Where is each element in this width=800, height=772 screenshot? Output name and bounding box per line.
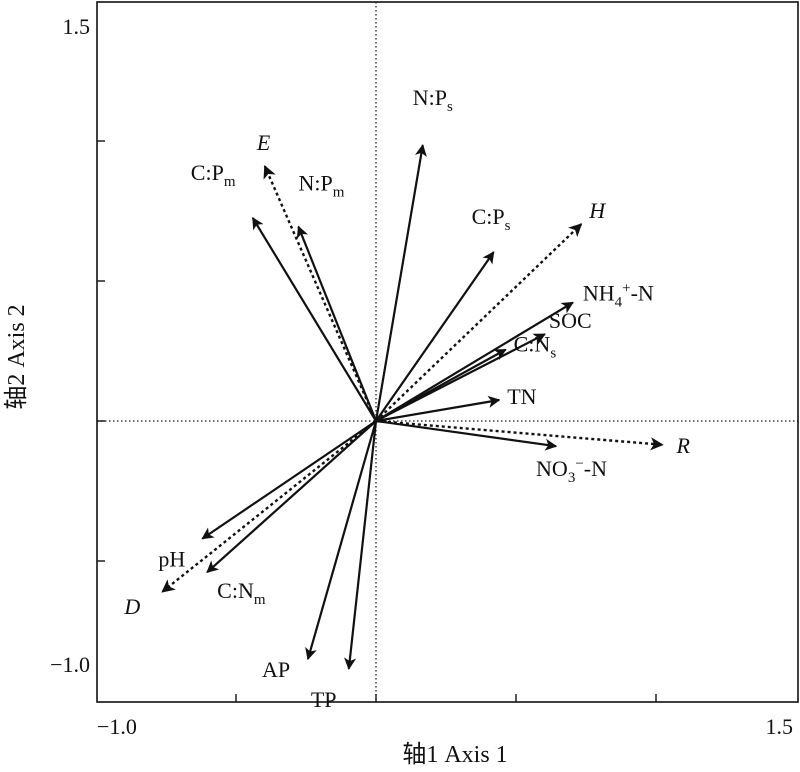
x-tick-label: 1.5 bbox=[766, 714, 794, 739]
label-ph: pH bbox=[158, 547, 185, 572]
label-cns: C:Ns bbox=[514, 332, 557, 362]
x-tick-label: −1.0 bbox=[97, 714, 137, 739]
label-cpm: C:Pm bbox=[191, 160, 236, 190]
arrow-nps bbox=[374, 144, 427, 422]
y-axis-label: 轴2 Axis 2 bbox=[3, 304, 30, 409]
label-cnm: C:Nm bbox=[217, 578, 266, 608]
zero-lines bbox=[97, 2, 798, 702]
arrow-e bbox=[263, 164, 378, 422]
arrow-ph bbox=[201, 420, 377, 540]
label-h: H bbox=[588, 198, 606, 223]
arrow-cnm bbox=[206, 420, 377, 574]
arrow-tp bbox=[344, 420, 378, 671]
arrow-nh4 bbox=[375, 301, 574, 422]
y-tick-label: 1.5 bbox=[63, 14, 91, 39]
label-e: E bbox=[256, 130, 271, 155]
arrow-no3 bbox=[375, 419, 558, 451]
arrow-cpm bbox=[251, 216, 377, 422]
label-no3: NO3−-N bbox=[536, 456, 607, 486]
arrow-d bbox=[161, 420, 377, 593]
axis-ticks: −1.0 1.5 1.5 −1.0 bbox=[50, 14, 793, 739]
plot-frame bbox=[96, 1, 799, 703]
arrow-npm bbox=[296, 225, 378, 422]
arrow-ap bbox=[305, 420, 378, 661]
arrow-tn bbox=[375, 395, 501, 423]
x-axis-label: 轴1 Axis 1 bbox=[402, 741, 507, 768]
label-nh4: NH4+-N bbox=[583, 281, 654, 311]
label-ap: AP bbox=[262, 657, 290, 682]
label-d: D bbox=[123, 594, 140, 619]
arrow-h bbox=[375, 223, 583, 422]
arrow-cns bbox=[375, 348, 507, 422]
label-nps: N:Ps bbox=[413, 85, 453, 115]
label-npm: N:Pm bbox=[298, 171, 344, 201]
label-cps: C:Ps bbox=[472, 204, 511, 234]
y-tick-label: −1.0 bbox=[50, 652, 90, 677]
label-tp: TP bbox=[311, 687, 337, 712]
label-soc: SOC bbox=[549, 308, 592, 333]
label-r: R bbox=[675, 433, 690, 458]
arrows-layer bbox=[161, 144, 664, 671]
label-tn: TN bbox=[507, 384, 536, 409]
arrow-cps bbox=[375, 251, 495, 422]
